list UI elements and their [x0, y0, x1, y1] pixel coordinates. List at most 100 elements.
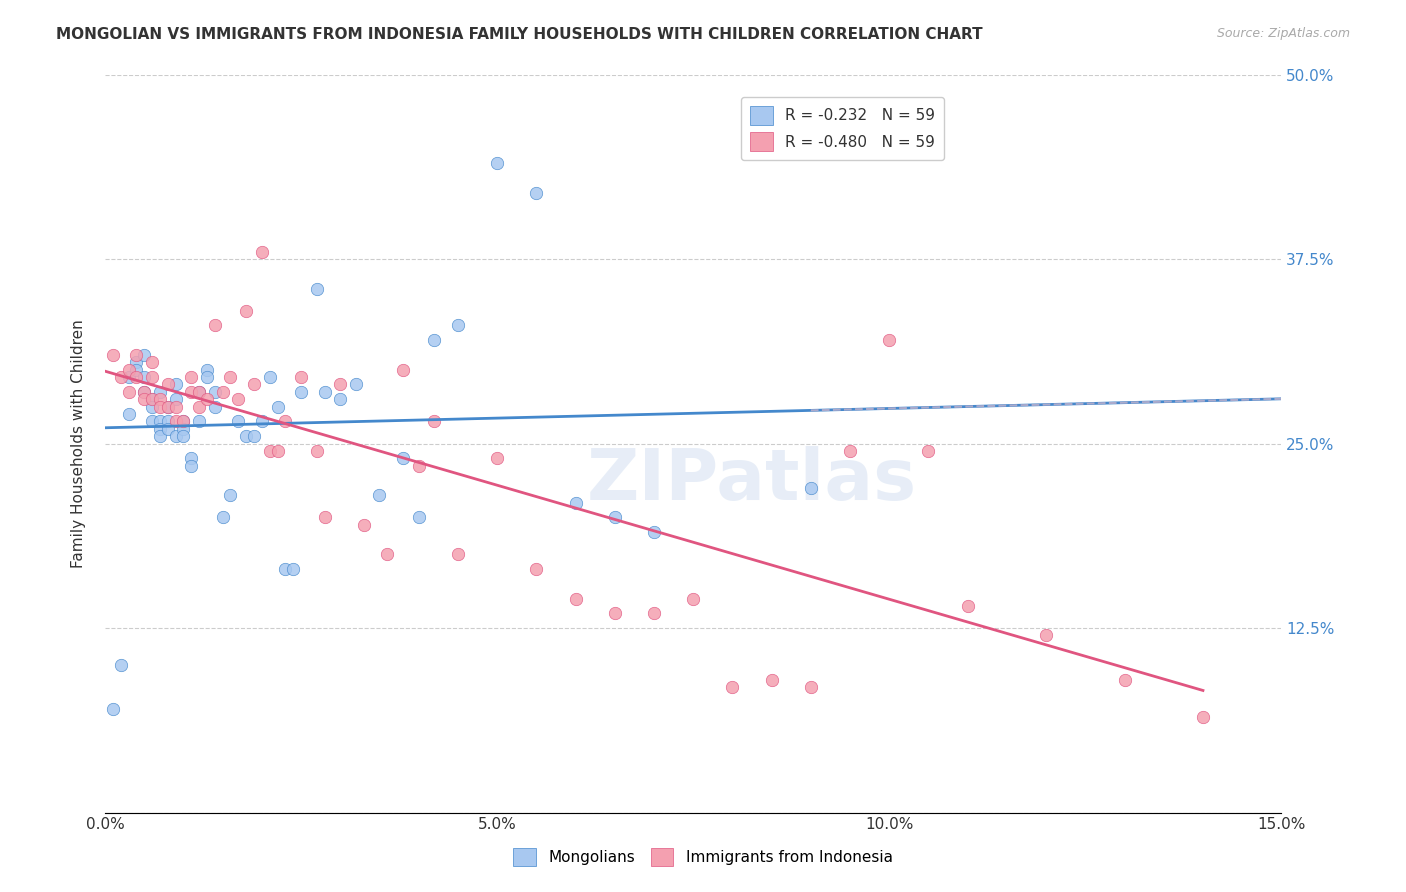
Point [180, 458, 202, 473]
Point [156, 414, 179, 428]
Point [290, 370, 312, 384]
Point [266, 400, 288, 414]
Point [235, 429, 257, 443]
Point [188, 414, 211, 428]
Point [101, 702, 124, 716]
Point [344, 377, 367, 392]
Point [368, 488, 391, 502]
Text: Source: ZipAtlas.com: Source: ZipAtlas.com [1216, 27, 1350, 40]
Point [149, 429, 172, 443]
Point [141, 414, 163, 428]
Point [329, 377, 352, 392]
Point [134, 384, 156, 399]
Point [314, 384, 336, 399]
Point [447, 547, 470, 561]
Point [226, 392, 249, 407]
Point [165, 392, 187, 407]
Point [101, 348, 124, 362]
Point [266, 444, 288, 458]
Point [134, 348, 156, 362]
Point [172, 414, 194, 428]
Point [180, 384, 202, 399]
Point [149, 414, 172, 428]
Point [375, 547, 398, 561]
Y-axis label: Family Households with Children: Family Households with Children [72, 319, 86, 568]
Point [564, 591, 586, 606]
Text: ZIPatlas: ZIPatlas [586, 446, 917, 515]
Point [877, 333, 900, 347]
Point [125, 370, 148, 384]
Point [226, 414, 249, 428]
Point [603, 607, 626, 621]
Point [290, 384, 312, 399]
Point [149, 384, 172, 399]
Point [149, 400, 172, 414]
Point [524, 562, 547, 576]
Point [314, 510, 336, 524]
Point [423, 414, 446, 428]
Point [141, 400, 163, 414]
Point [188, 384, 211, 399]
Legend: R = -0.232   N = 59, R = -0.480   N = 59: R = -0.232 N = 59, R = -0.480 N = 59 [741, 97, 945, 161]
Point [839, 444, 862, 458]
Point [643, 607, 665, 621]
Point [110, 370, 132, 384]
Point [172, 429, 194, 443]
Point [917, 444, 939, 458]
Point [800, 481, 823, 495]
Point [125, 355, 148, 369]
Point [134, 370, 156, 384]
Point [156, 400, 179, 414]
Point [195, 362, 218, 376]
Point [141, 392, 163, 407]
Point [134, 384, 156, 399]
Point [134, 392, 156, 407]
Point [117, 362, 139, 376]
Point [204, 384, 226, 399]
Legend: Mongolians, Immigrants from Indonesia: Mongolians, Immigrants from Indonesia [505, 838, 901, 875]
Point [243, 377, 266, 392]
Point [204, 400, 226, 414]
Point [250, 244, 273, 259]
Point [219, 488, 242, 502]
Point [524, 186, 547, 200]
Point [141, 392, 163, 407]
Point [305, 444, 328, 458]
Point [800, 680, 823, 694]
Point [149, 422, 172, 436]
Point [1192, 709, 1215, 723]
Point [259, 370, 281, 384]
Point [195, 392, 218, 407]
Point [125, 362, 148, 376]
Point [165, 377, 187, 392]
Point [1035, 628, 1057, 642]
Point [447, 318, 470, 333]
Point [156, 422, 179, 436]
Point [165, 414, 187, 428]
Point [392, 451, 415, 466]
Text: MONGOLIAN VS IMMIGRANTS FROM INDONESIA FAMILY HOUSEHOLDS WITH CHILDREN CORRELATI: MONGOLIAN VS IMMIGRANTS FROM INDONESIA F… [56, 27, 983, 42]
Point [603, 510, 626, 524]
Point [235, 303, 257, 318]
Point [165, 429, 187, 443]
Point [721, 680, 744, 694]
Point [423, 333, 446, 347]
Point [172, 414, 194, 428]
Point [165, 400, 187, 414]
Point [204, 318, 226, 333]
Point [259, 444, 281, 458]
Point [956, 599, 979, 613]
Point [149, 392, 172, 407]
Point [486, 156, 509, 170]
Point [156, 377, 179, 392]
Point [211, 510, 233, 524]
Point [211, 384, 233, 399]
Point [329, 392, 352, 407]
Point [564, 495, 586, 509]
Point [250, 414, 273, 428]
Point [1114, 673, 1136, 687]
Point [188, 400, 211, 414]
Point [353, 517, 375, 532]
Point [408, 510, 430, 524]
Point [274, 562, 297, 576]
